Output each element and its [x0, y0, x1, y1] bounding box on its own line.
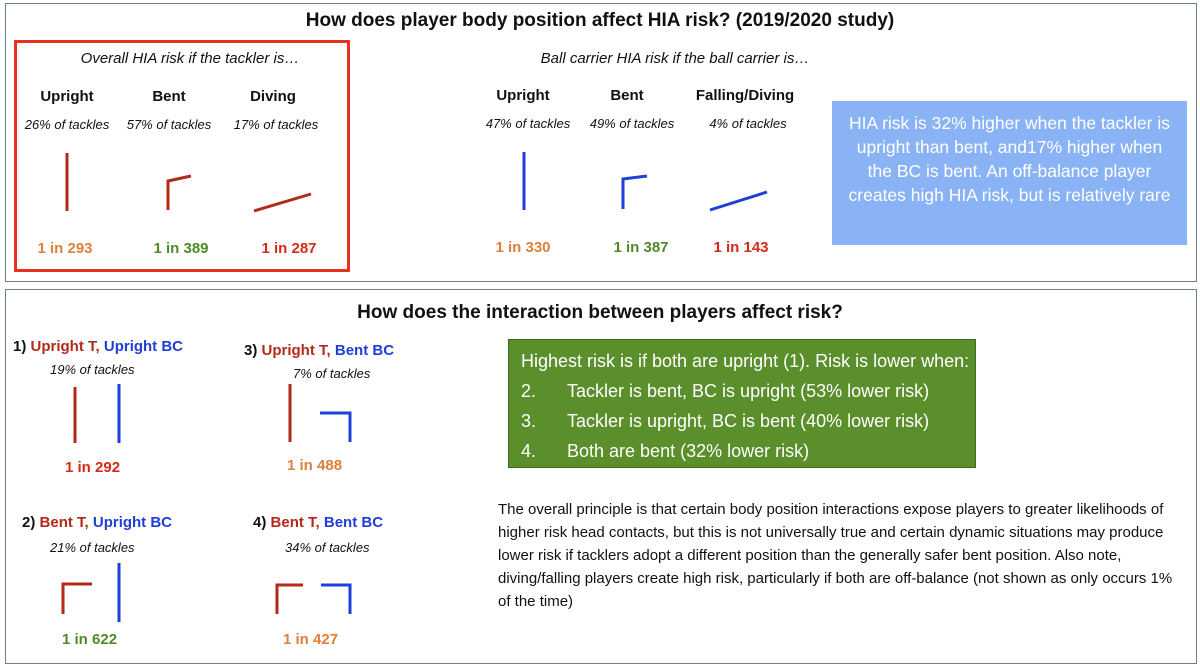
combo-3-risk: 1 in 488	[287, 457, 343, 474]
tackler-subtitle: Overall HIA risk if the tackler is…	[80, 50, 300, 67]
combo-2-sep: ,	[84, 514, 89, 531]
callout-item-3-num: 3.	[521, 411, 537, 431]
carrier-subtitle: Ball carrier HIA risk if the ball carrie…	[540, 50, 810, 67]
carrier-diving-risk: 1 in 143	[713, 239, 769, 256]
callout-item-2: 2. Tackler is bent, BC is upright (53% lo…	[521, 376, 963, 406]
callout-item-3-text: Tackler is upright, BC is bent (40% lowe…	[567, 411, 930, 431]
tackler-upright-pct: 26% of tackles	[24, 117, 110, 132]
combo-1-risk: 1 in 292	[65, 459, 121, 476]
principle-note: The overall principle is that certain bo…	[498, 501, 1173, 610]
callout-item-4-text: Both are bent (32% lower risk)	[567, 441, 810, 461]
combo-3-pct: 7% of tackles	[293, 366, 371, 381]
combo-1-label: 1) Upright T, Upright BC	[13, 338, 183, 355]
combo-3-label: 3) Upright T, Bent BC	[244, 342, 394, 359]
combo-3-tackler: Upright T	[261, 342, 327, 359]
callout-item-2-num: 2.	[521, 381, 537, 401]
combo-4-carrier: Bent BC	[323, 514, 384, 531]
interaction-callout: Highest risk is if both are upright (1).…	[508, 339, 976, 468]
combo-2-risk: 1 in 622	[62, 631, 118, 648]
tackler-bent-figure	[166, 174, 192, 210]
carrier-upright-label: Upright	[496, 87, 550, 104]
tackler-bent-label: Bent	[152, 88, 186, 105]
combo-4-tackler: Bent T	[270, 514, 316, 531]
combo-3-sep: ,	[326, 342, 331, 359]
combo-3-carrier-figure	[320, 411, 352, 442]
combo-2-label: 2) Bent T, Upright BC	[22, 514, 172, 531]
top-panel	[5, 3, 1197, 282]
tackler-figures	[65, 153, 312, 213]
carrier-bent-figure	[621, 174, 648, 209]
bottom-title: How does the interaction between players…	[357, 302, 843, 323]
top-title: How does player body position affect HIA…	[305, 10, 895, 31]
combo-4-sep: ,	[315, 514, 320, 531]
combo-1-num: 1)	[13, 338, 27, 355]
carrier-bent-risk: 1 in 387	[613, 239, 669, 256]
bottom-panel	[5, 289, 1197, 664]
tackler-bent-risk: 1 in 389	[153, 240, 209, 257]
combo-2-tackler-figure	[61, 582, 92, 614]
carrier-diving-figure	[709, 190, 768, 212]
carrier-upright-risk: 1 in 330	[495, 239, 551, 256]
tackler-diving-label: Diving	[250, 88, 296, 105]
combo-2-num: 2)	[22, 514, 36, 531]
combo-1-carrier: Upright BC	[103, 338, 184, 355]
callout-item-3: 3. Tackler is upright, BC is bent (40% lo…	[521, 406, 963, 436]
combo-4-risk: 1 in 427	[283, 631, 339, 648]
tackler-upright-risk: 1 in 293	[37, 240, 93, 257]
tackler-bent-pct: 57% of tackles	[126, 117, 212, 132]
combo-4-tackler-figure	[275, 583, 303, 614]
combo-1-sep: ,	[95, 338, 100, 355]
callout-intro: Highest risk is if both are upright (1).…	[521, 351, 970, 371]
combo-1-pct: 19% of tackles	[50, 362, 135, 377]
combo-figures	[61, 384, 352, 622]
combo-3-num: 3)	[244, 342, 258, 359]
top-callout: HIA risk is 32% higher when the tackler …	[832, 101, 1187, 245]
carrier-figures	[522, 152, 768, 212]
tackler-highlight-box	[14, 40, 350, 272]
combo-4-num: 4)	[253, 514, 267, 531]
tackler-diving-risk: 1 in 287	[261, 240, 317, 257]
tackler-diving-figure	[253, 192, 312, 213]
combo-1-tackler: Upright T	[30, 338, 96, 355]
carrier-bent-pct: 49% of tackles	[589, 116, 675, 131]
combo-3-carrier: Bent BC	[334, 342, 395, 359]
callout-item-4: 4. Both are bent (32% lower risk)	[521, 436, 963, 466]
combo-2-pct: 21% of tackles	[50, 540, 135, 555]
callout-item-4-num: 4.	[521, 441, 537, 461]
tackler-diving-pct: 17% of tackles	[233, 117, 319, 132]
combo-4-carrier-figure	[321, 583, 352, 614]
combo-2-carrier: Upright BC	[92, 514, 173, 531]
carrier-bent-label: Bent	[610, 87, 644, 104]
carrier-diving-pct: 4% of tackles	[709, 116, 787, 131]
tackler-upright-label: Upright	[40, 88, 94, 105]
carrier-diving-label: Falling/Diving	[695, 87, 795, 104]
combo-4-label: 4) Bent T, Bent BC	[253, 514, 383, 531]
combo-4-pct: 34% of tackles	[285, 540, 370, 555]
callout-item-2-text: Tackler is bent, BC is upright (53% lowe…	[567, 381, 930, 401]
combo-2-tackler: Bent T	[39, 514, 85, 531]
carrier-upright-pct: 47% of tackles	[485, 116, 571, 131]
